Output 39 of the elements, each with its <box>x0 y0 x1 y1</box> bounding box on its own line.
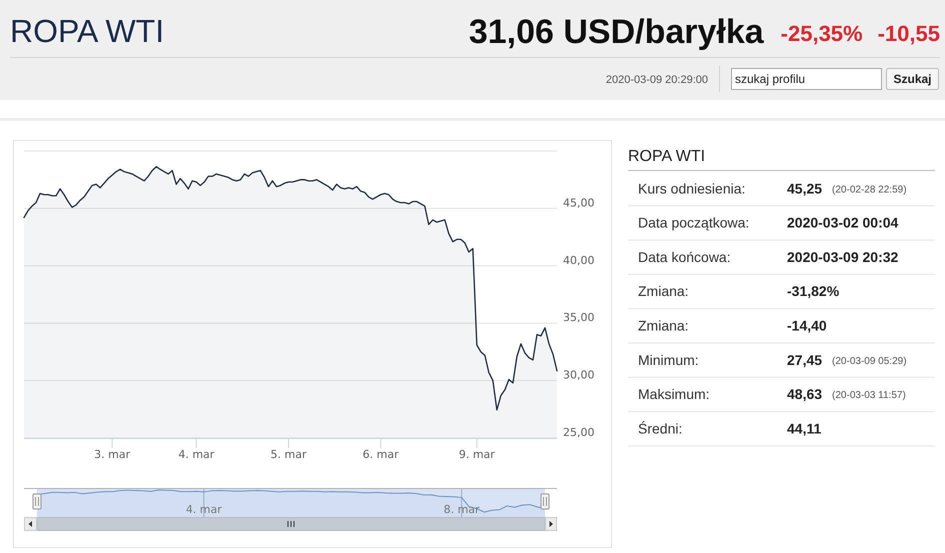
text: (20-03-03 11:57) <box>832 390 906 402</box>
x-tick-label: 3. mar <box>94 448 131 461</box>
text: Data początkowa: <box>638 214 750 231</box>
text: 45,25 <box>787 180 822 196</box>
y-tick-label: 35,00 <box>563 311 594 324</box>
search-button: Szukaj <box>886 68 939 90</box>
y-tick-label: 30,00 <box>563 368 594 382</box>
text: 2020-03-02 00:04 <box>787 214 898 231</box>
x-tick-label: 9. mar <box>458 448 496 461</box>
text: Zmiana: <box>638 318 689 334</box>
text: Średni: <box>638 420 682 436</box>
text: ROPA WTI <box>628 148 706 165</box>
text: ROPA WTI <box>10 13 164 49</box>
text: Minimum: <box>638 352 699 368</box>
y-tick-label: 25,00 <box>563 426 594 439</box>
text: -14,40 <box>787 318 827 334</box>
text: -10,55 <box>878 21 940 46</box>
y-tick-label: 45,00 <box>563 196 594 210</box>
text: -31,82% <box>787 283 840 300</box>
text: Kurs odniesienia: <box>638 180 746 196</box>
x-tick-label: 8. mar <box>444 503 480 516</box>
x-tick-label: 4. mar <box>186 503 222 516</box>
text: (20-03-09 05:29) <box>832 356 907 367</box>
search-field: szukaj profilu <box>731 68 882 90</box>
x-tick-label: 4. mar <box>178 448 215 461</box>
text: -25,35% <box>780 21 863 46</box>
text: (20-02-28 22:59) <box>832 184 907 196</box>
text: Zmiana: <box>638 283 689 300</box>
text: Data końcowa: <box>638 248 731 265</box>
text: 2020-03-09 20:32 <box>787 248 898 265</box>
text: 44,11 <box>787 420 822 436</box>
y-tick-label: 40,00 <box>563 254 594 267</box>
text: 31,06 USD/baryłka <box>468 13 765 51</box>
x-tick-label: 6. mar <box>362 448 400 461</box>
text: Maksimum: <box>638 386 710 402</box>
text: 27,45 <box>787 352 822 368</box>
text: 2020-03-09 20:29:00 <box>606 74 708 86</box>
x-tick-label: 5. mar <box>270 448 307 461</box>
text: 48,63 <box>787 386 822 402</box>
